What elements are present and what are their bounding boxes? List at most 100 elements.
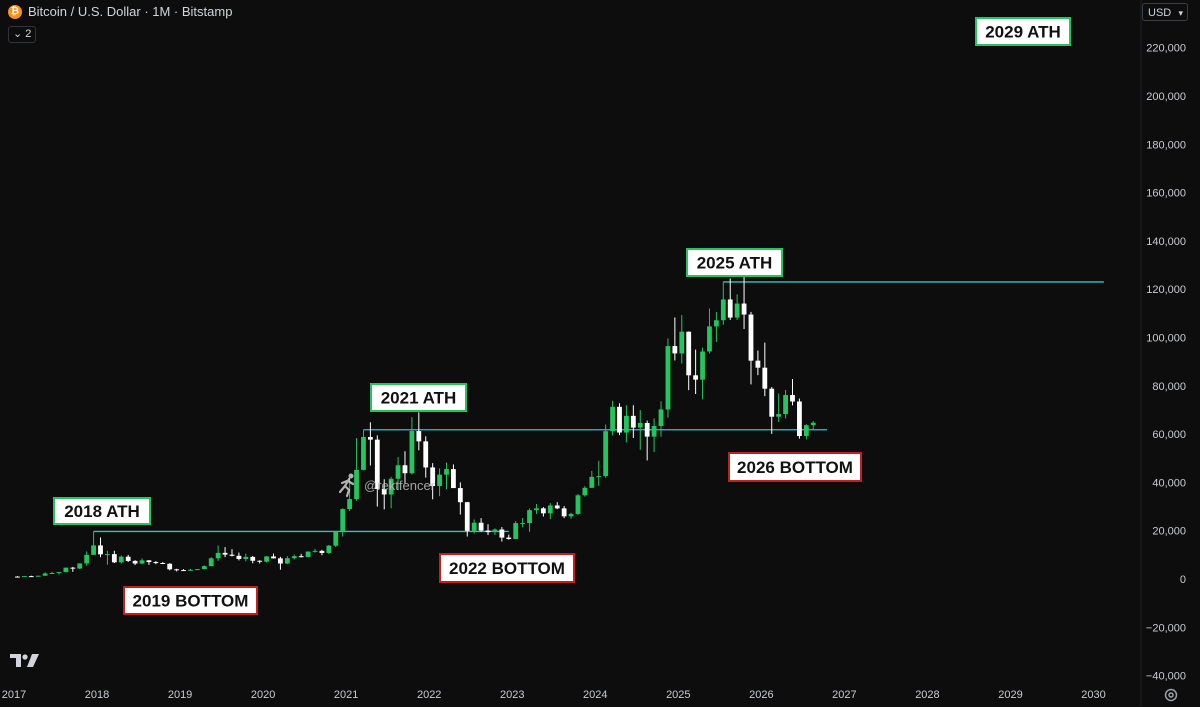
candle-body xyxy=(700,351,705,380)
candle-body xyxy=(727,299,733,318)
candle-body xyxy=(257,560,263,562)
candle-body xyxy=(478,522,484,531)
candle-body xyxy=(416,430,422,442)
annotation-label: 2021 ATH xyxy=(381,389,457,408)
candle-body xyxy=(125,556,131,561)
candle-body xyxy=(312,550,318,552)
candle-body xyxy=(118,556,124,563)
candle-body xyxy=(492,529,498,533)
candle-body xyxy=(672,346,678,354)
candle-body xyxy=(797,401,802,437)
candle-body xyxy=(35,575,41,577)
candle-body xyxy=(575,495,581,514)
candle-body xyxy=(644,422,650,437)
candle-body xyxy=(520,523,526,525)
indicators-toggle[interactable]: ⌄ 2 xyxy=(8,26,37,43)
candle-body xyxy=(596,476,602,478)
y-tick-label: 100,000 xyxy=(1146,333,1186,345)
bottom-label-box xyxy=(123,586,258,615)
candle-body xyxy=(610,406,615,432)
candle-body xyxy=(28,576,34,578)
candle-body xyxy=(271,556,276,559)
candle-body xyxy=(388,478,394,495)
y-tick-label: −20,000 xyxy=(1146,622,1186,634)
candle-body xyxy=(333,531,339,546)
candle-body xyxy=(167,563,173,570)
candle-body xyxy=(713,320,719,327)
x-tick-label: 2018 xyxy=(85,689,109,701)
candle-body xyxy=(554,505,560,509)
candle-body xyxy=(464,502,470,531)
candle-body xyxy=(243,556,249,559)
candle-body xyxy=(741,303,747,315)
y-tick-label: 60,000 xyxy=(1152,429,1186,441)
candle-body xyxy=(139,560,145,564)
x-tick-label: 2026 xyxy=(749,689,773,701)
x-tick-label: 2025 xyxy=(666,689,690,701)
candle-body xyxy=(776,414,782,417)
candle-body xyxy=(582,487,588,496)
candle-body xyxy=(153,562,159,564)
gear-icon[interactable] xyxy=(1163,687,1179,703)
y-tick-label: 140,000 xyxy=(1146,236,1186,248)
currency-label: USD xyxy=(1148,7,1172,19)
annotation-label: 2018 ATH xyxy=(64,502,140,521)
candle-body xyxy=(637,422,643,428)
candle-body xyxy=(810,422,816,426)
candle-body xyxy=(423,441,429,468)
candle-body xyxy=(264,556,269,562)
runner-icon xyxy=(338,473,355,498)
candle-body xyxy=(201,566,207,570)
candle-body xyxy=(755,360,761,368)
y-tick-label: 40,000 xyxy=(1152,477,1186,489)
candle-body xyxy=(540,508,546,514)
candle-body xyxy=(547,505,553,514)
candle-body xyxy=(402,465,408,474)
y-tick-label: 80,000 xyxy=(1152,381,1186,393)
candle-body xyxy=(617,406,622,433)
annotation-label: 2029 ATH xyxy=(985,23,1061,42)
candle-body xyxy=(291,556,297,559)
candle-body xyxy=(783,394,788,415)
candle-body xyxy=(63,567,69,573)
candle-body xyxy=(381,488,387,495)
candle-body xyxy=(361,436,366,470)
y-tick-label: 120,000 xyxy=(1146,284,1186,296)
candle-body xyxy=(326,545,332,553)
candle-body xyxy=(15,576,20,578)
annotation-label: 2022 BOTTOM xyxy=(449,559,565,578)
currency-selector[interactable]: USD ▾ xyxy=(1142,3,1188,21)
candle-body xyxy=(589,476,595,488)
symbol-title[interactable]: Bitcoin / U.S. Dollar · 1M · Bitstamp xyxy=(28,4,233,19)
candle-body xyxy=(409,430,415,474)
candle-body xyxy=(84,554,90,564)
candle-body xyxy=(160,562,166,564)
candle-body xyxy=(340,509,346,532)
candle-body xyxy=(707,326,712,352)
candle-body xyxy=(506,537,512,540)
tradingview-logo-icon[interactable] xyxy=(10,652,40,668)
candle-body xyxy=(77,563,83,569)
candle-body xyxy=(762,367,768,389)
y-tick-label: 200,000 xyxy=(1146,91,1186,103)
candle-body xyxy=(49,573,55,575)
candle-body xyxy=(603,431,609,477)
candle-body xyxy=(347,499,353,510)
x-tick-label: 2021 xyxy=(334,689,358,701)
candle-body xyxy=(236,555,242,559)
annotation-label: 2026 BOTTOM xyxy=(737,458,853,477)
candle-body xyxy=(679,331,685,354)
candle-body xyxy=(208,558,214,567)
chart-header: ₿ Bitcoin / U.S. Dollar · 1M · Bitstamp xyxy=(8,4,232,19)
candle-body xyxy=(298,556,304,558)
candle-body xyxy=(769,388,775,417)
candle-body xyxy=(250,556,256,561)
ath-label-box xyxy=(53,497,151,525)
candle-body xyxy=(430,467,436,487)
bottom-label-box xyxy=(728,452,862,482)
x-tick-label: 2024 xyxy=(583,689,607,701)
annotation-label: 2019 BOTTOM xyxy=(133,592,249,611)
chevron-down-icon: ▾ xyxy=(1178,8,1183,18)
candle-body xyxy=(534,508,539,511)
